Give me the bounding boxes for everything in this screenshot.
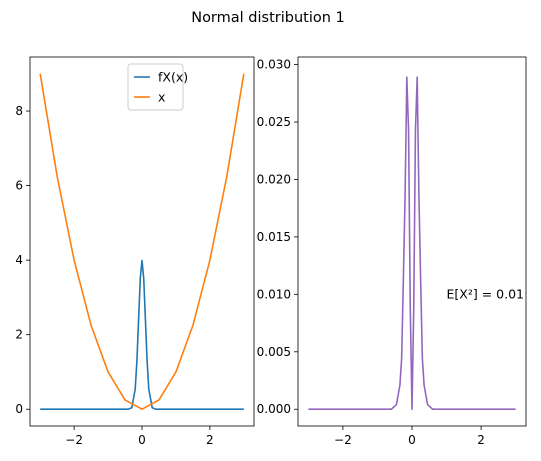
x-tick-label: −2 xyxy=(334,433,352,447)
y-tick-label: 0 xyxy=(15,402,23,416)
series-line-1-0 xyxy=(308,76,516,411)
right-axes: −2 0 2 0.000 0.005 0.010 0.015 0.020 0.025 0.030 E… xyxy=(257,56,527,447)
annotation-text: E[X²] = 0.01 xyxy=(447,286,524,301)
axes-frame-0 xyxy=(29,56,255,427)
x-tick-label: −2 xyxy=(65,433,83,447)
left-axes: −2 0 2 0 2 4 6 8 fX(x) x xyxy=(15,56,255,447)
y-tick-label: 8 xyxy=(15,104,23,118)
x-tick-label: 0 xyxy=(408,433,416,447)
y-tick-label: 4 xyxy=(15,253,23,267)
legend-label: fX(x) xyxy=(158,70,188,85)
figure-suptitle: Normal distribution 1 xyxy=(191,10,345,26)
x-tick-label: 2 xyxy=(477,433,485,447)
legend-label: x xyxy=(158,90,165,105)
legend: fX(x) x xyxy=(127,63,188,111)
series-line-0-1 xyxy=(39,73,245,411)
x-tick-label: 0 xyxy=(138,433,146,447)
y-tick-label: 0.010 xyxy=(257,287,291,301)
y-tick-label: 0.020 xyxy=(257,172,291,186)
series-line-0-0 xyxy=(40,259,244,411)
y-tick-label: 0.015 xyxy=(257,230,291,244)
y-tick-label: 0.025 xyxy=(257,115,291,129)
y-tick-label: 6 xyxy=(15,179,23,193)
y-tick-label: 2 xyxy=(15,328,23,342)
y-tick-label: 0.000 xyxy=(257,402,291,416)
y-tick-label: 0.005 xyxy=(257,345,291,359)
y-tick-label: 0.030 xyxy=(257,58,291,72)
x-tick-label: 2 xyxy=(206,433,214,447)
legend-box xyxy=(127,63,184,111)
